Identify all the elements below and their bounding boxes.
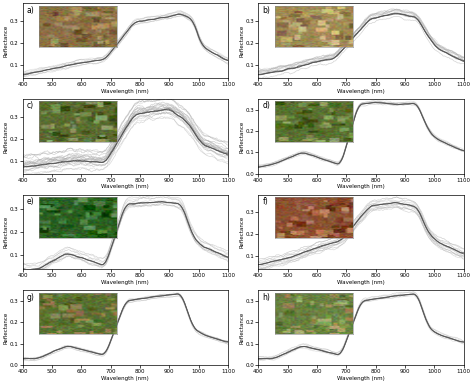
Text: g): g) bbox=[27, 293, 35, 302]
X-axis label: Wavelength (nm): Wavelength (nm) bbox=[101, 89, 149, 94]
X-axis label: Wavelength (nm): Wavelength (nm) bbox=[337, 184, 385, 189]
X-axis label: Wavelength (nm): Wavelength (nm) bbox=[101, 376, 149, 381]
X-axis label: Wavelength (nm): Wavelength (nm) bbox=[337, 89, 385, 94]
Y-axis label: Reflectance: Reflectance bbox=[3, 311, 9, 344]
Text: h): h) bbox=[263, 293, 270, 302]
Text: c): c) bbox=[27, 101, 34, 110]
Text: a): a) bbox=[27, 6, 35, 15]
Y-axis label: Reflectance: Reflectance bbox=[239, 25, 244, 57]
Y-axis label: Reflectance: Reflectance bbox=[3, 216, 9, 248]
Y-axis label: Reflectance: Reflectance bbox=[239, 216, 244, 248]
Y-axis label: Reflectance: Reflectance bbox=[3, 25, 9, 57]
Y-axis label: Reflectance: Reflectance bbox=[239, 311, 244, 344]
Text: b): b) bbox=[263, 6, 270, 15]
Y-axis label: Reflectance: Reflectance bbox=[3, 120, 9, 152]
Text: e): e) bbox=[27, 197, 35, 206]
Y-axis label: Reflectance: Reflectance bbox=[239, 120, 244, 152]
Text: d): d) bbox=[263, 101, 270, 110]
X-axis label: Wavelength (nm): Wavelength (nm) bbox=[337, 280, 385, 285]
X-axis label: Wavelength (nm): Wavelength (nm) bbox=[101, 280, 149, 285]
X-axis label: Wavelength (nm): Wavelength (nm) bbox=[337, 376, 385, 381]
Text: f): f) bbox=[263, 197, 268, 206]
X-axis label: Wavelength (nm): Wavelength (nm) bbox=[101, 184, 149, 189]
